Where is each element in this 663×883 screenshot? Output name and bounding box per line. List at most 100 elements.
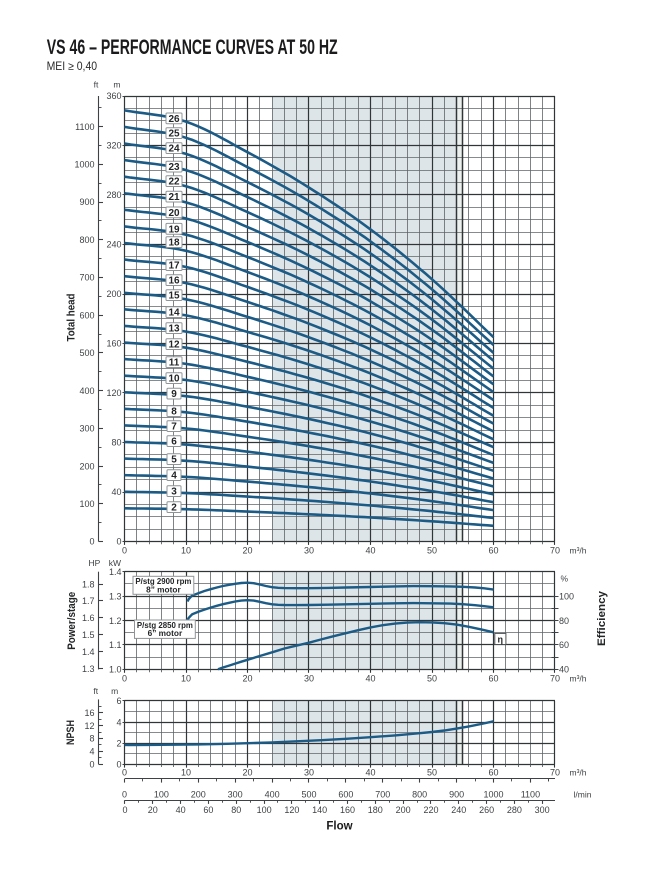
svg-text:13: 13 [168,324,180,335]
svg-text:1.0: 1.0 [109,665,122,675]
svg-text:16: 16 [84,708,94,718]
svg-text:400: 400 [79,386,94,396]
svg-text:1.3: 1.3 [82,664,95,674]
svg-text:30: 30 [304,545,314,555]
svg-text:220: 220 [423,805,438,815]
svg-text:8: 8 [89,734,94,744]
svg-text:70: 70 [550,545,560,555]
svg-text:6: 6 [171,437,177,448]
svg-text:30: 30 [304,768,314,778]
svg-text:0: 0 [89,537,94,547]
svg-text:400: 400 [265,789,280,799]
svg-text:360: 360 [106,91,121,101]
svg-text:20: 20 [168,208,180,219]
svg-text:m³/h: m³/h [570,545,587,555]
svg-text:12: 12 [168,340,180,351]
svg-text:240: 240 [451,805,466,815]
svg-text:40: 40 [559,665,569,675]
svg-text:280: 280 [507,805,522,815]
svg-text:60: 60 [488,768,498,778]
svg-text:Flow: Flow [326,821,352,833]
svg-text:500: 500 [301,789,316,799]
svg-text:900: 900 [449,789,464,799]
svg-text:m³/h: m³/h [570,674,587,684]
svg-text:1.5: 1.5 [82,630,95,640]
svg-text:20: 20 [242,674,252,684]
svg-text:9: 9 [171,389,177,400]
svg-text:1000: 1000 [74,160,94,170]
svg-text:1.1: 1.1 [109,640,122,650]
svg-text:60: 60 [203,805,213,815]
svg-text:180: 180 [368,805,383,815]
svg-text:160: 160 [106,339,121,349]
svg-text:600: 600 [79,310,94,320]
svg-text:15: 15 [168,291,180,302]
svg-text:300: 300 [79,424,94,434]
svg-text:η: η [498,634,504,644]
svg-text:ft: ft [94,80,99,90]
svg-text:P/stg 2900 rpm: P/stg 2900 rpm [135,576,191,586]
svg-text:40: 40 [365,545,375,555]
svg-text:700: 700 [79,273,94,283]
svg-text:50: 50 [427,768,437,778]
svg-text:300: 300 [228,789,243,799]
svg-text:500: 500 [79,348,94,358]
svg-text:320: 320 [106,141,121,151]
svg-text:8” motor: 8” motor [146,584,181,594]
svg-text:Efficiency: Efficiency [596,590,608,646]
svg-text:4: 4 [116,717,121,727]
svg-text:4: 4 [89,747,94,757]
svg-text:80: 80 [111,438,121,448]
svg-text:260: 260 [479,805,494,815]
svg-text:280: 280 [106,190,121,200]
svg-text:16: 16 [168,276,180,287]
svg-text:200: 200 [191,789,206,799]
svg-text:HP: HP [88,558,100,568]
svg-text:1.8: 1.8 [82,579,95,589]
svg-text:VS 46 – PERFORMANCE CURVES AT: VS 46 – PERFORMANCE CURVES AT 50 HZ [47,35,338,59]
svg-text:NPSH: NPSH [65,720,77,745]
svg-text:20: 20 [242,768,252,778]
svg-text:40: 40 [365,674,375,684]
svg-text:2: 2 [171,503,177,514]
svg-text:6: 6 [116,696,121,706]
svg-text:700: 700 [375,789,390,799]
svg-text:100: 100 [79,499,94,509]
svg-text:1000: 1000 [483,789,503,799]
svg-text:1100: 1100 [75,122,94,132]
svg-text:1.4: 1.4 [109,567,122,577]
svg-text:0: 0 [122,545,127,555]
svg-text:6” motor: 6” motor [148,628,183,638]
svg-text:120: 120 [106,388,121,398]
svg-text:40: 40 [111,487,121,497]
svg-text:12: 12 [84,721,94,731]
svg-text:240: 240 [106,240,121,250]
svg-text:4: 4 [171,471,177,482]
svg-text:600: 600 [338,789,353,799]
svg-text:80: 80 [559,616,569,626]
svg-text:20: 20 [148,805,158,815]
svg-text:22: 22 [168,177,180,188]
svg-text:70: 70 [550,674,560,684]
svg-text:8: 8 [171,407,177,418]
svg-text:70: 70 [550,768,560,778]
svg-text:800: 800 [412,789,427,799]
svg-text:10: 10 [181,768,191,778]
svg-text:0: 0 [122,789,127,799]
svg-text:140: 140 [312,805,327,815]
svg-text:60: 60 [559,640,569,650]
svg-text:900: 900 [79,197,94,207]
svg-text:17: 17 [168,261,180,272]
svg-text:200: 200 [106,289,121,299]
svg-text:1.4: 1.4 [82,647,95,657]
svg-text:m: m [111,686,118,696]
svg-text:3: 3 [171,487,177,498]
svg-text:40: 40 [365,768,375,778]
svg-text:30: 30 [304,674,314,684]
svg-text:100: 100 [154,789,169,799]
svg-text:19: 19 [168,224,180,235]
svg-text:50: 50 [427,545,437,555]
svg-text:m³/h: m³/h [570,768,587,778]
svg-text:%: % [561,574,569,584]
svg-text:21: 21 [168,192,180,203]
